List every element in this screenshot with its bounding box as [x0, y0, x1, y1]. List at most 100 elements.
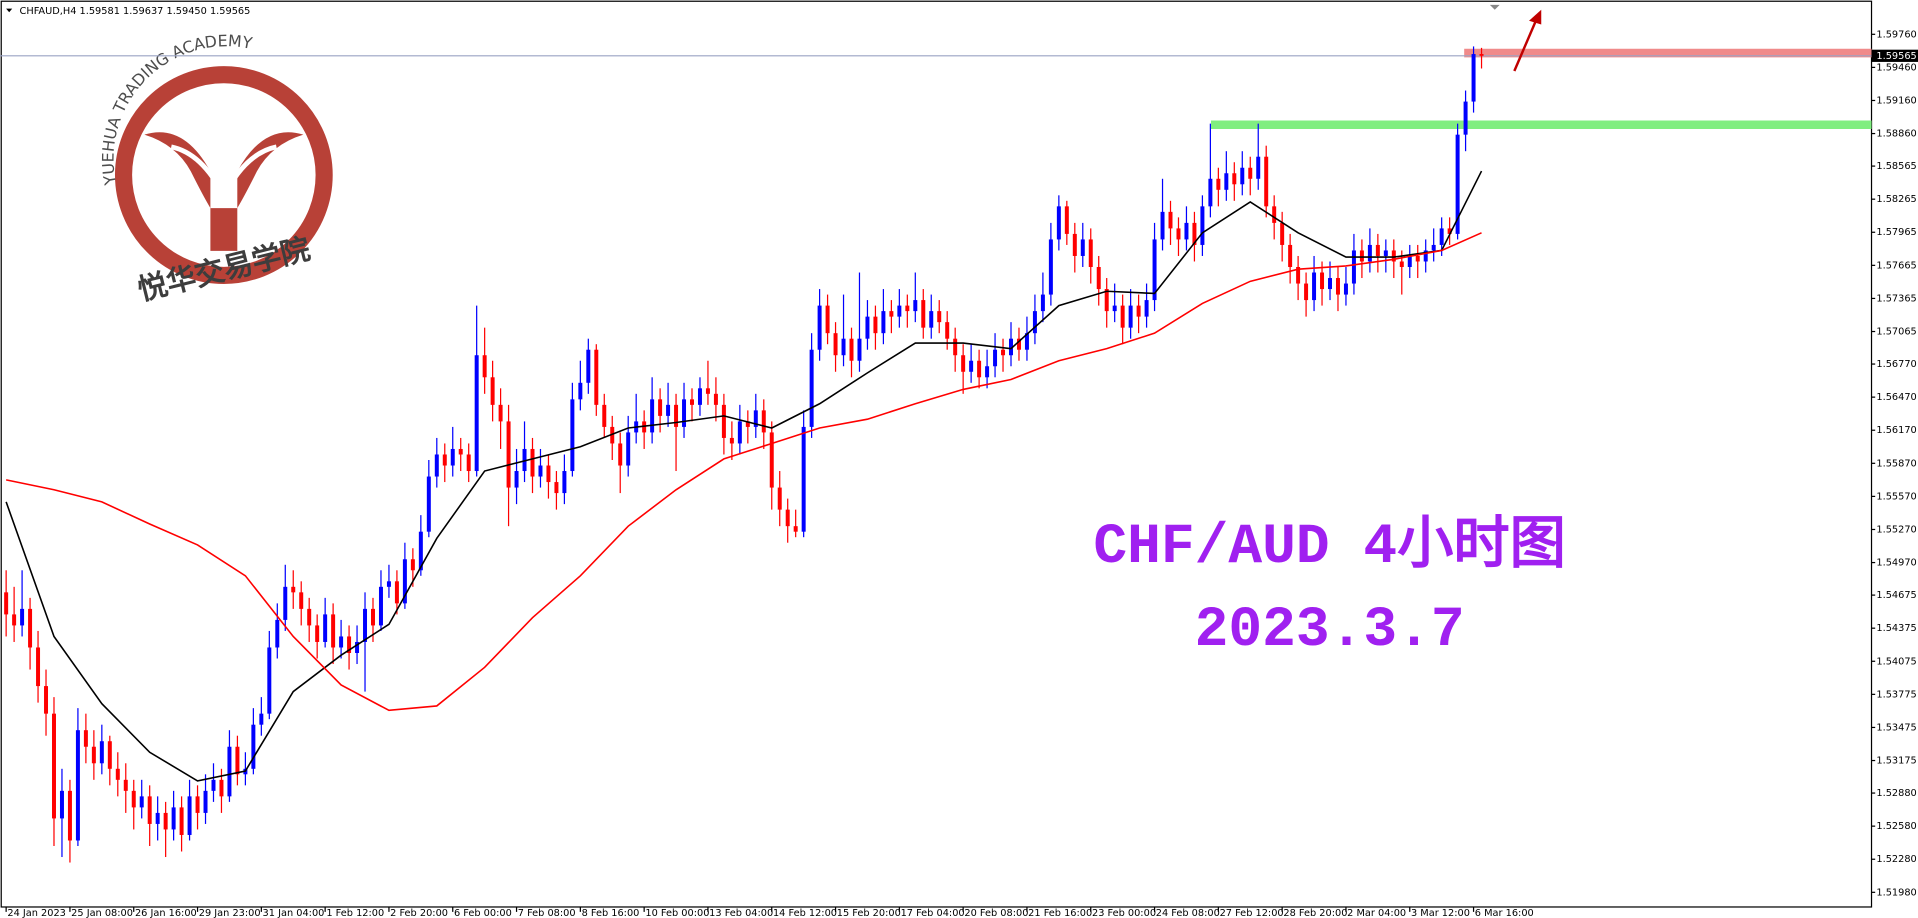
candle-body: [538, 465, 543, 477]
candle-body: [1136, 305, 1141, 317]
candle-body: [1447, 228, 1452, 234]
candle-body: [363, 608, 368, 642]
candle-body: [155, 812, 160, 824]
candle-body: [28, 608, 33, 648]
candle-body: [331, 614, 336, 648]
candle-body: [682, 399, 687, 427]
candle-body: [793, 526, 798, 532]
candle-body: [1009, 338, 1013, 356]
y-tick-label: 1.55570: [1876, 491, 1916, 502]
candle-body: [785, 509, 790, 527]
x-tick-label: 2 Mar 04:00: [1347, 908, 1406, 918]
x-tick-label: 6 Mar 16:00: [1475, 908, 1534, 918]
candle-body: [1032, 311, 1037, 334]
candle-body: [1463, 101, 1468, 135]
candle-body: [985, 366, 990, 378]
candle-body: [307, 608, 312, 626]
candle-body: [881, 311, 886, 334]
x-tick-label: 27 Feb 12:00: [1220, 908, 1284, 918]
x-tick-label: 8 Feb 16:00: [582, 908, 640, 918]
candle-body: [1001, 349, 1006, 356]
candle-body: [1224, 173, 1229, 190]
candle-body: [347, 636, 352, 653]
y-tick-label: 1.58860: [1876, 129, 1916, 140]
x-tick-label: 15 Feb 20:00: [837, 908, 901, 918]
candle-body: [147, 796, 152, 824]
candle-body: [434, 454, 439, 477]
candle-body: [674, 404, 679, 427]
trend-arrow: [1513, 19, 1538, 72]
candle-body: [953, 338, 958, 356]
x-tick-label: 3 Mar 12:00: [1411, 908, 1470, 918]
candle-body: [386, 581, 391, 587]
candle-body: [1343, 283, 1348, 295]
candle-body: [801, 426, 806, 532]
candle-body: [1240, 167, 1245, 185]
x-tick-label: 20 Feb 08:00: [964, 908, 1028, 918]
candle-body: [482, 355, 487, 378]
x-tick-label: 2 Feb 20:00: [390, 908, 448, 918]
candle-body: [1375, 244, 1380, 256]
candle-body: [1080, 239, 1085, 256]
candle-body: [1304, 283, 1309, 301]
candle-body: [75, 730, 80, 841]
candle-body: [267, 647, 272, 714]
candle-body: [578, 382, 583, 400]
y-tick-label: 1.51980: [1876, 887, 1916, 898]
candle-body: [131, 790, 136, 808]
candle-body: [275, 619, 280, 648]
candle-body: [426, 476, 431, 532]
x-tick-label: 6 Feb 00:00: [454, 908, 512, 918]
candle-body: [1208, 178, 1213, 207]
candle-body: [1391, 250, 1396, 262]
y-tick-label: 1.56170: [1876, 425, 1916, 436]
y-tick-label: 1.57665: [1876, 260, 1916, 271]
y-tick-label: 1.55270: [1876, 524, 1916, 535]
candle-body: [1335, 278, 1340, 295]
candle-body: [849, 338, 854, 361]
candle-body: [67, 790, 72, 841]
candle-body: [378, 586, 383, 626]
candle-body: [44, 686, 49, 714]
y-tick-label: 1.54970: [1876, 558, 1916, 569]
candle-body: [442, 454, 447, 466]
candle-body: [1471, 54, 1476, 102]
candle-body: [1296, 267, 1301, 284]
candle-body: [498, 404, 503, 422]
candle-body: [299, 592, 304, 609]
logo-mark-line: [170, 144, 278, 202]
candle-body: [418, 531, 423, 571]
candle-body: [4, 592, 9, 615]
y-tick-label: 1.53775: [1876, 689, 1916, 700]
candle-body: [1455, 134, 1460, 234]
y-tick-label: 1.58565: [1876, 161, 1916, 172]
x-tick-label: 24 Jan 2023: [7, 908, 66, 918]
x-tick-label: 17 Feb 04:00: [901, 908, 965, 918]
candle-body: [650, 399, 655, 433]
candle-body: [139, 796, 144, 808]
candle-body: [20, 608, 25, 626]
candle-body: [1407, 255, 1412, 268]
x-tick-label: 21 Feb 16:00: [1028, 908, 1092, 918]
candle-body: [59, 790, 64, 819]
candle-body: [913, 300, 918, 312]
candle-body: [993, 349, 998, 367]
candle-body: [36, 647, 41, 687]
candle-body: [187, 796, 192, 835]
candle-body: [163, 812, 168, 830]
candle-body: [602, 404, 607, 427]
candle-body: [115, 768, 120, 780]
candle-body: [546, 465, 551, 483]
candle-body: [961, 355, 966, 372]
candle-body: [594, 349, 599, 405]
candle-body: [586, 349, 591, 383]
candle-body: [315, 625, 320, 642]
candle-body: [402, 559, 407, 604]
candle-body: [897, 305, 902, 317]
candle-body: [1359, 250, 1364, 262]
scroll-marker: [1489, 4, 1500, 10]
candle-body: [530, 448, 535, 477]
logo-ring: [114, 66, 333, 284]
candle-body: [283, 586, 288, 620]
